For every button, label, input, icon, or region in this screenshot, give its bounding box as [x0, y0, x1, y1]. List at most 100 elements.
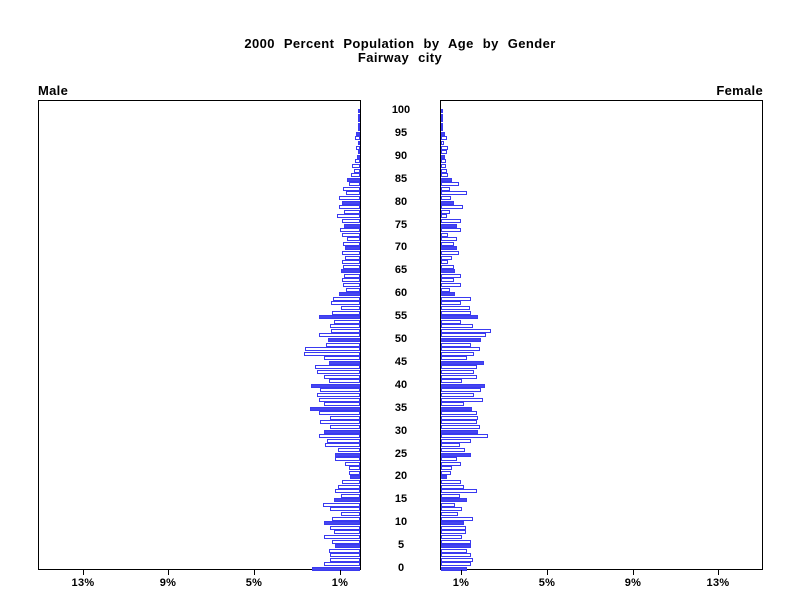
bar-male-age-11 — [332, 517, 360, 521]
x-axis-tick-label-13%: 13% — [706, 577, 730, 589]
bar-female-age-10 — [441, 521, 464, 525]
bar-female-age-1 — [441, 562, 471, 566]
bar-male-age-50 — [328, 338, 360, 342]
bar-male-age-35 — [310, 407, 360, 411]
bar-male-age-85 — [347, 178, 360, 182]
bar-female-age-72 — [441, 237, 457, 241]
bar-female-age-45 — [441, 361, 484, 365]
bar-female-age-27 — [441, 443, 460, 447]
bar-male-age-68 — [345, 256, 360, 260]
chart-subtitle: Fairway city — [357, 50, 443, 65]
bar-male-age-10 — [324, 521, 360, 525]
bar-female-age-82 — [441, 191, 467, 195]
bar-female-age-9 — [441, 526, 466, 530]
bar-female-age-17 — [441, 489, 477, 493]
bar-male-age-8 — [334, 530, 360, 534]
chart-title: 2000 Percent Population by Age by Gender — [244, 36, 556, 51]
age-axis-label-20: 20 — [394, 470, 408, 482]
bar-female-age-8 — [441, 530, 466, 534]
bar-male-age-90 — [357, 155, 360, 159]
bar-female-age-19 — [441, 480, 461, 484]
bar-female-age-58 — [441, 301, 461, 305]
bar-female-age-16 — [441, 494, 460, 498]
bar-female-age-85 — [441, 178, 452, 182]
bar-male-age-96 — [358, 127, 360, 131]
bar-male-age-60 — [339, 292, 360, 296]
bar-male-age-13 — [330, 507, 360, 511]
bar-male-age-89 — [355, 159, 360, 163]
age-axis-label-30: 30 — [394, 425, 408, 437]
bar-male-age-54 — [334, 320, 360, 324]
bar-male-age-0 — [312, 567, 360, 571]
bar-female-age-83 — [441, 187, 450, 191]
bar-female-age-3 — [441, 553, 471, 557]
bar-female-age-5 — [441, 544, 471, 548]
bar-male-age-1 — [324, 562, 360, 566]
bar-female-age-57 — [441, 306, 470, 310]
bar-female-age-23 — [441, 462, 461, 466]
bar-female-age-38 — [441, 393, 474, 397]
bar-male-age-71 — [343, 242, 360, 246]
bar-male-age-40 — [311, 384, 360, 388]
bar-male-age-46 — [324, 356, 360, 360]
bar-female-age-42 — [441, 375, 477, 379]
bar-male-age-15 — [334, 498, 360, 502]
bar-female-age-94 — [441, 136, 447, 140]
bar-female-age-100 — [441, 109, 443, 113]
bar-male-age-74 — [340, 228, 360, 232]
bar-male-age-93 — [358, 141, 360, 145]
female-plot-area — [440, 100, 763, 571]
bar-female-age-25 — [441, 453, 471, 457]
bar-male-age-86 — [351, 173, 360, 177]
bar-male-age-94 — [355, 136, 360, 140]
x-axis-tick — [547, 570, 548, 575]
bar-female-age-33 — [441, 416, 478, 420]
bar-female-age-12 — [441, 512, 458, 516]
bar-female-age-61 — [441, 288, 450, 292]
age-axis-label-0: 0 — [397, 562, 405, 574]
bar-female-age-96 — [441, 127, 443, 131]
bar-female-age-92 — [441, 146, 448, 150]
x-axis-tick-label-1%: 1% — [452, 577, 470, 589]
bar-female-age-63 — [441, 278, 454, 282]
bar-female-age-75 — [441, 224, 457, 228]
bar-female-age-68 — [441, 256, 452, 260]
bar-male-age-45 — [329, 361, 360, 365]
age-axis-label-15: 15 — [394, 493, 408, 505]
x-axis-tick — [461, 570, 462, 575]
male-series-label: Male — [38, 83, 69, 98]
bar-female-age-39 — [441, 388, 481, 392]
x-axis-tick-label-5%: 5% — [245, 577, 263, 589]
bar-male-age-56 — [332, 311, 360, 315]
bar-male-age-16 — [341, 494, 360, 498]
bar-male-age-58 — [331, 301, 360, 305]
bar-female-age-52 — [441, 329, 491, 333]
age-axis-label-100: 100 — [391, 104, 411, 116]
bar-male-age-97 — [358, 123, 360, 127]
bar-male-age-91 — [358, 150, 360, 154]
bar-female-age-65 — [441, 269, 455, 273]
bar-female-age-70 — [441, 246, 457, 250]
bar-male-age-66 — [343, 265, 360, 269]
bar-female-age-4 — [441, 549, 467, 553]
bar-female-age-21 — [441, 471, 451, 475]
age-axis-label-35: 35 — [394, 402, 408, 414]
bar-female-age-36 — [441, 402, 464, 406]
age-axis-label-90: 90 — [394, 150, 408, 162]
age-axis-label-55: 55 — [394, 310, 408, 322]
bar-female-age-66 — [441, 265, 454, 269]
bar-male-age-48 — [305, 347, 360, 351]
bar-male-age-5 — [335, 544, 360, 548]
bar-female-age-86 — [441, 173, 448, 177]
bar-male-age-80 — [342, 201, 360, 205]
x-axis-tick — [168, 570, 169, 575]
bar-female-age-30 — [441, 430, 478, 434]
bar-female-age-53 — [441, 324, 473, 328]
bar-male-age-37 — [319, 398, 360, 402]
bar-female-age-81 — [441, 196, 451, 200]
age-axis-label-70: 70 — [394, 241, 408, 253]
bar-female-age-24 — [441, 457, 457, 461]
bar-male-age-30 — [324, 430, 360, 434]
bar-female-age-67 — [441, 260, 448, 264]
bar-male-age-41 — [329, 379, 360, 383]
